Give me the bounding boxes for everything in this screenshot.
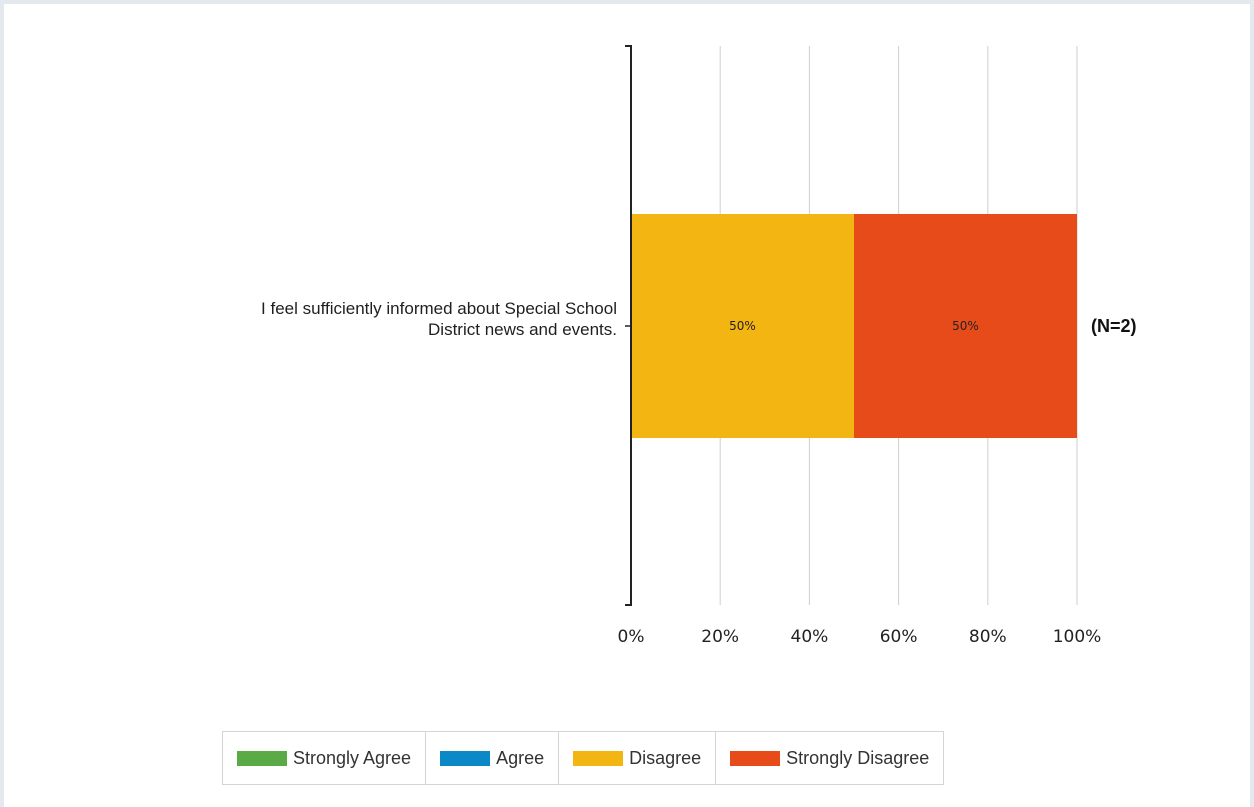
x-tick-label: 80%	[969, 627, 1007, 647]
bar-segment	[854, 214, 1077, 438]
legend-item[interactable]: Strongly Agree	[223, 732, 427, 784]
data-label: 50%	[952, 319, 979, 333]
n-count-label: (N=2)	[1091, 316, 1137, 336]
category-label: District news and events.	[428, 320, 617, 339]
bar-segment	[631, 214, 854, 438]
legend-label: Strongly Agree	[293, 747, 412, 768]
x-tick-label: 0%	[618, 627, 645, 647]
legend-swatch	[730, 750, 781, 766]
category-label: I feel sufficiently informed about Speci…	[261, 299, 617, 318]
chart-legend: Strongly Agree Agree Disagree Strongly Disa…	[222, 731, 945, 785]
legend-label: Disagree	[629, 747, 702, 768]
chart-panel: 50% 50% I feel sufficiently informed about…	[4, 4, 1250, 807]
legend-item[interactable]: Agree	[426, 732, 560, 784]
legend-swatch	[237, 750, 287, 766]
legend-swatch	[573, 750, 624, 766]
stacked-bar-chart: 50% 50% I feel sufficiently informed about…	[261, 45, 1137, 647]
legend-swatch	[440, 750, 491, 766]
x-tick-label: 40%	[791, 627, 829, 647]
x-tick-label: 100%	[1053, 627, 1102, 647]
legend-label: Strongly Disagree	[786, 747, 930, 768]
legend-item[interactable]: Disagree	[559, 732, 717, 784]
legend-item[interactable]: Strongly Disagree	[716, 732, 943, 784]
data-label: 50%	[729, 319, 756, 333]
x-tick-label: 20%	[701, 627, 739, 647]
legend-label: Agree	[496, 747, 545, 768]
x-tick-label: 60%	[880, 627, 918, 647]
